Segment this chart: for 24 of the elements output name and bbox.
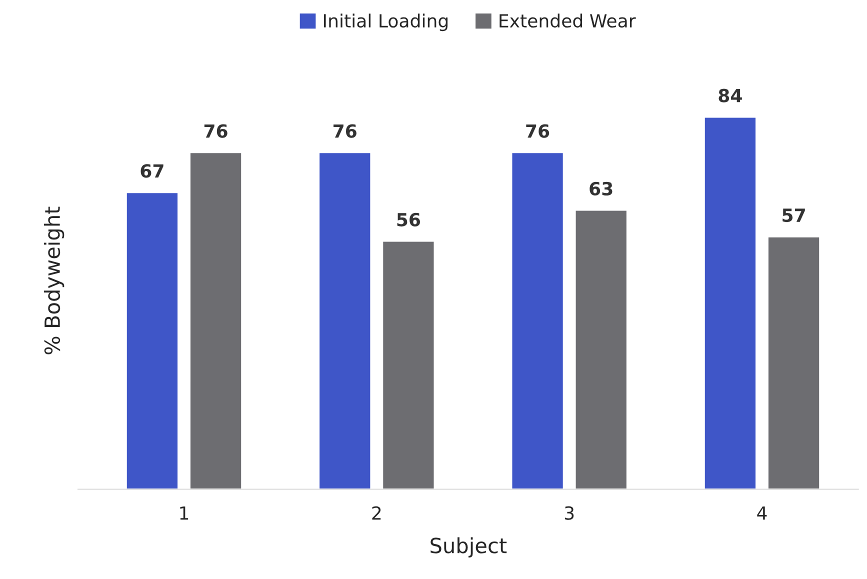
bar: [574, 209, 628, 490]
x-tick-label: 2: [372, 506, 381, 520]
data-label: 67: [140, 164, 164, 178]
y-axis-title: % Bodyweight: [44, 206, 64, 354]
bar: [382, 240, 436, 490]
data-label: 57: [782, 208, 805, 222]
x-tick-label: 4: [757, 506, 767, 520]
data-label: 63: [590, 182, 612, 196]
data-label: 84: [718, 88, 742, 102]
data-label: 76: [204, 124, 228, 138]
legend-label: Initial Loading: [324, 14, 448, 32]
x-tick-label: 3: [564, 506, 574, 520]
bar: [318, 152, 372, 490]
x-tick-label: 1: [180, 506, 188, 520]
bar: [704, 116, 757, 490]
bar: [510, 152, 564, 490]
bar: [767, 236, 820, 490]
data-label: 76: [526, 124, 550, 138]
legend-label: Extended Wear: [500, 14, 636, 28]
data-label: 56: [397, 212, 420, 227]
x-axis-title: Subject: [430, 537, 507, 558]
bar: [126, 192, 179, 490]
bar: [189, 152, 242, 490]
data-label: 76: [334, 124, 356, 138]
